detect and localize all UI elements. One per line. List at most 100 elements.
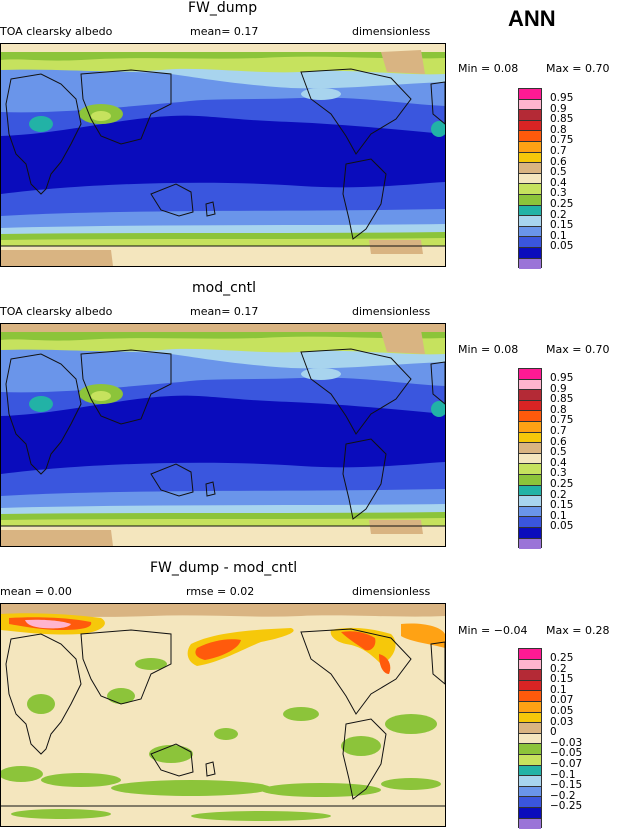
panel-2-level-label: 0.8 xyxy=(550,404,567,416)
panel-1-colorbar-swatch xyxy=(519,173,541,185)
panel-1-level-label: 0.7 xyxy=(550,145,567,157)
panel-3-colorbar xyxy=(518,648,542,830)
panel-2-mean-label: mean= 0.17 xyxy=(190,305,259,318)
panel-2-level-label: 0.3 xyxy=(550,467,567,479)
panel-1-level-label: 0.15 xyxy=(550,219,574,231)
panel-2-colorbar-swatch xyxy=(519,453,541,465)
panel-1-units-label: dimensionless xyxy=(352,25,431,38)
panel-2-map xyxy=(0,323,446,547)
panel-2-colorbar-swatch xyxy=(519,421,541,433)
panel-1-variable-label: TOA clearsky albedo xyxy=(0,25,113,38)
panel-3-map xyxy=(0,603,446,827)
panel-1-colorbar-swatch xyxy=(519,131,541,142)
panel-1-colorbar-swatch xyxy=(519,205,541,217)
panel-2-level-label: 0.25 xyxy=(550,478,574,490)
panel-1-mean-label: mean= 0.17 xyxy=(190,25,259,38)
panel-1-colorbar-swatch xyxy=(519,120,541,132)
panel-1-level-label: 0.3 xyxy=(550,187,567,199)
panel-1-level-label: 0.2 xyxy=(550,209,567,221)
panel-2-level-label: 0.5 xyxy=(550,446,567,458)
panel-3-level-label: −0.25 xyxy=(550,800,583,812)
panel-3-mean-label: mean = 0.00 xyxy=(0,585,72,598)
panel-2-level-label: 0.4 xyxy=(550,457,567,469)
panel-1-map-graphic xyxy=(1,44,445,266)
panel-2-colorbar-swatch xyxy=(519,506,541,518)
panel-3-units-label: dimensionless xyxy=(352,585,431,598)
panel-3-colorbar-swatch xyxy=(519,712,541,724)
panel-2-level-label: 0.85 xyxy=(550,393,574,405)
panel-2-colorbar-swatch xyxy=(519,485,541,497)
panel-3-title: FW_dump - mod_cntl xyxy=(150,560,298,576)
panel-2-level-label: 0.2 xyxy=(550,489,567,501)
panel-2-level-label: 0.9 xyxy=(550,383,567,395)
panel-2-colorbar-swatch xyxy=(519,390,541,401)
panel-1-colorbar-swatch xyxy=(519,141,541,153)
panel-3-level-label: −0.1 xyxy=(550,769,576,781)
panel-1-level-label: 0.25 xyxy=(550,198,574,210)
panel-2-level-label: 0.05 xyxy=(550,520,574,532)
panel-3-colorbar-swatch xyxy=(519,818,541,830)
panel-1-title: FW_dump xyxy=(188,0,258,16)
panel-2-colorbar-swatch xyxy=(519,464,541,475)
panel-3-max-label: Max = 0.28 xyxy=(546,624,610,637)
season-label: ANN xyxy=(508,6,556,31)
panel-2-colorbar xyxy=(518,368,542,550)
panel-2-colorbar-swatch xyxy=(519,411,541,422)
panel-1-level-label: 0.1 xyxy=(550,230,567,242)
panel-3-colorbar-swatch xyxy=(519,744,541,755)
panel-3-level-label: 0.1 xyxy=(550,684,567,696)
panel-2-colorbar-swatch xyxy=(519,527,541,539)
panel-2-map-graphic xyxy=(1,324,445,546)
panel-2-title: mod_cntl xyxy=(192,280,257,296)
panel-3-colorbar-swatch xyxy=(519,765,541,777)
panel-1-map xyxy=(0,43,446,267)
panel-2-level-label: 0.1 xyxy=(550,510,567,522)
panel-3-level-label: −0.15 xyxy=(550,779,583,791)
panel-2-level-label: 0.15 xyxy=(550,499,574,511)
panel-1-level-label: 0.5 xyxy=(550,166,567,178)
panel-2-colorbar-swatch xyxy=(519,474,541,486)
panel-3-level-label: −0.07 xyxy=(550,758,583,770)
panel-3-colorbar-swatch xyxy=(519,680,541,692)
panel-3-colorbar-swatch xyxy=(519,670,541,681)
panel-3-colorbar-swatch xyxy=(519,691,541,702)
panel-1-max-label: Max = 0.70 xyxy=(546,62,610,75)
panel-1-colorbar-swatch xyxy=(519,89,541,100)
panel-3-level-label: 0.15 xyxy=(550,673,574,685)
panel-1-level-label: 0.85 xyxy=(550,113,574,125)
panel-1-level-label: 0.8 xyxy=(550,124,567,136)
panel-3-level-label: 0 xyxy=(550,726,557,738)
panel-2-colorbar-swatch xyxy=(519,443,541,454)
panel-2-min-label: Min = 0.08 xyxy=(458,343,519,356)
panel-3-level-label: −0.03 xyxy=(550,737,583,749)
panel-3-level-label: 0.2 xyxy=(550,663,567,675)
panel-2-level-label: 0.7 xyxy=(550,425,567,437)
panel-3-colorbar-swatch xyxy=(519,807,541,819)
panel-3-level-label: 0.25 xyxy=(550,652,574,664)
panel-1-level-label: 0.75 xyxy=(550,134,574,146)
panel-2-colorbar-swatch xyxy=(519,538,541,550)
panel-1-level-label: 0.9 xyxy=(550,103,567,115)
panel-2-colorbar-swatch xyxy=(519,517,541,528)
panel-2-colorbar-swatch xyxy=(519,400,541,412)
panel-1-colorbar-swatch xyxy=(519,152,541,164)
panel-2-variable-label: TOA clearsky albedo xyxy=(0,305,113,318)
panel-1-level-label: 0.4 xyxy=(550,177,567,189)
panel-3-colorbar-swatch xyxy=(519,786,541,798)
panel-1-level-label: 0.05 xyxy=(550,240,574,252)
panel-2-colorbar-swatch xyxy=(519,432,541,444)
panel-3-colorbar-swatch xyxy=(519,733,541,745)
panel-3-rmse-label: rmse = 0.02 xyxy=(186,585,255,598)
panel-3-colorbar-swatch xyxy=(519,723,541,734)
panel-3-level-label: 0.07 xyxy=(550,694,574,706)
panel-3-level-label: 0.05 xyxy=(550,705,574,717)
panel-2-level-label: 0.95 xyxy=(550,372,574,384)
panel-2-level-label: 0.75 xyxy=(550,414,574,426)
panel-1-colorbar-swatch xyxy=(519,194,541,206)
panel-2-colorbar-swatch xyxy=(519,496,541,507)
panel-2-level-label: 0.6 xyxy=(550,436,567,448)
panel-2-units-label: dimensionless xyxy=(352,305,431,318)
panel-1-colorbar-swatch xyxy=(519,163,541,174)
panel-1-min-label: Min = 0.08 xyxy=(458,62,519,75)
panel-1-colorbar-swatch xyxy=(519,258,541,270)
